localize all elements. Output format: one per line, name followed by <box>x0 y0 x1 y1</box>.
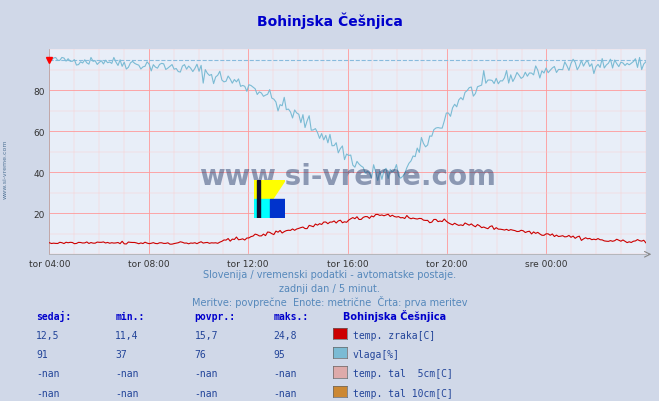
Text: -nan: -nan <box>36 388 60 398</box>
Text: Bohinjska Češnjica: Bohinjska Češnjica <box>256 12 403 29</box>
Text: -nan: -nan <box>36 369 60 379</box>
Text: 76: 76 <box>194 349 206 359</box>
Text: www.si-vreme.com: www.si-vreme.com <box>3 139 8 198</box>
Text: -nan: -nan <box>273 369 297 379</box>
Text: -nan: -nan <box>115 369 139 379</box>
Text: maks.:: maks.: <box>273 311 308 321</box>
Text: 37: 37 <box>115 349 127 359</box>
Text: 15,7: 15,7 <box>194 330 218 340</box>
Text: -nan: -nan <box>194 388 218 398</box>
Text: Meritve: povprečne  Enote: metrične  Črta: prva meritev: Meritve: povprečne Enote: metrične Črta:… <box>192 295 467 307</box>
Text: vlaga[%]: vlaga[%] <box>353 349 399 359</box>
Text: temp. tal 10cm[C]: temp. tal 10cm[C] <box>353 388 453 398</box>
Text: povpr.:: povpr.: <box>194 311 235 321</box>
Text: sedaj:: sedaj: <box>36 310 71 321</box>
Text: -nan: -nan <box>115 388 139 398</box>
Text: -nan: -nan <box>194 369 218 379</box>
Polygon shape <box>270 199 285 219</box>
Text: Bohinjska Češnjica: Bohinjska Češnjica <box>343 309 445 321</box>
Polygon shape <box>254 199 270 219</box>
Text: 95: 95 <box>273 349 285 359</box>
Text: -nan: -nan <box>273 388 297 398</box>
Text: zadnji dan / 5 minut.: zadnji dan / 5 minut. <box>279 283 380 293</box>
Text: min.:: min.: <box>115 311 145 321</box>
Polygon shape <box>254 180 285 199</box>
Text: 11,4: 11,4 <box>115 330 139 340</box>
Text: 91: 91 <box>36 349 48 359</box>
Text: temp. zraka[C]: temp. zraka[C] <box>353 330 435 340</box>
Polygon shape <box>257 180 260 219</box>
Text: temp. tal  5cm[C]: temp. tal 5cm[C] <box>353 369 453 379</box>
Text: Slovenija / vremenski podatki - avtomatske postaje.: Slovenija / vremenski podatki - avtomats… <box>203 270 456 279</box>
Text: www.si-vreme.com: www.si-vreme.com <box>199 163 496 191</box>
Text: 24,8: 24,8 <box>273 330 297 340</box>
Text: 12,5: 12,5 <box>36 330 60 340</box>
